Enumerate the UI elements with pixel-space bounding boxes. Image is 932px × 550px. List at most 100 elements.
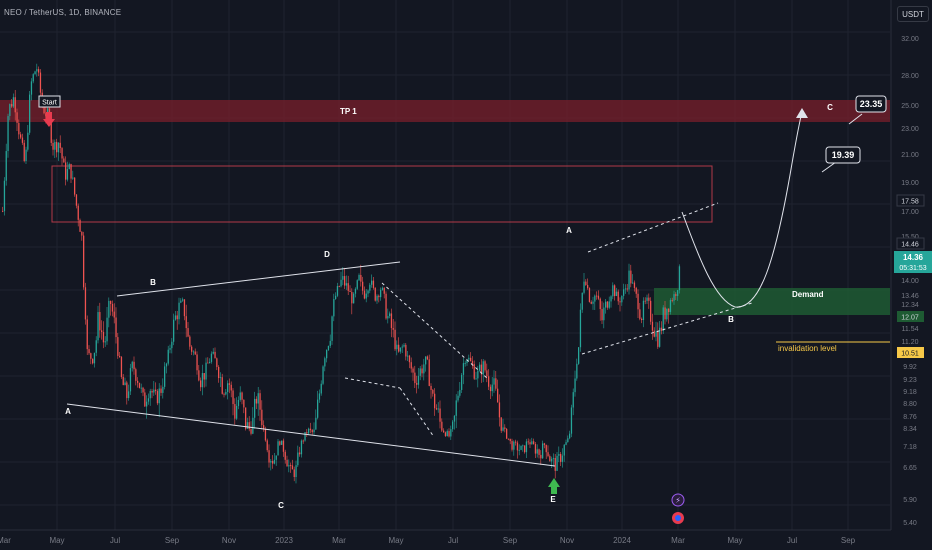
candle-body xyxy=(138,382,141,388)
candle-body xyxy=(603,307,605,321)
candle-body xyxy=(410,362,412,369)
candle-body xyxy=(95,340,97,353)
candle-body xyxy=(419,368,421,376)
badge-invalidation: 10.51 xyxy=(901,351,919,358)
wave-d1-label: D xyxy=(324,250,330,259)
demand-zone xyxy=(654,288,890,315)
candle-body xyxy=(633,282,636,288)
candle-body xyxy=(444,432,447,437)
candle-body xyxy=(430,385,432,390)
x-tick-label: Nov xyxy=(560,536,574,545)
candle-body xyxy=(23,142,25,161)
candle-body xyxy=(234,404,236,419)
candle-body xyxy=(479,364,481,371)
target-2-box xyxy=(825,146,861,164)
target-1-box xyxy=(855,95,887,113)
candle-body xyxy=(320,383,322,394)
candle-body xyxy=(551,458,553,462)
candle-body xyxy=(162,386,164,393)
candle-body xyxy=(446,431,448,437)
lightning-icon[interactable] xyxy=(671,493,685,507)
candle-body xyxy=(668,308,670,313)
badge-current: 14.36 xyxy=(903,253,924,262)
candle-body xyxy=(290,465,292,466)
candle-body xyxy=(441,421,443,431)
candle-body xyxy=(63,158,65,163)
time-axis[interactable]: Mar May Jul Sep Nov 2023 Mar May Jul Sep Nov 2024 Ma… xyxy=(0,536,856,545)
candle-body xyxy=(29,94,31,133)
candle-body xyxy=(194,351,196,355)
candle-body xyxy=(142,387,144,393)
candle-body xyxy=(151,390,153,393)
candle-body xyxy=(560,453,562,462)
price-axis[interactable]: 32.0028.0025.0023.0021.0019.0017.0015.50… xyxy=(901,36,919,527)
candle-body xyxy=(394,329,396,350)
candle-body xyxy=(666,308,668,320)
candle-body xyxy=(205,362,207,380)
candle-body xyxy=(475,378,477,380)
candle-body xyxy=(268,450,270,463)
candle-body xyxy=(99,312,101,331)
candle-body xyxy=(124,382,126,386)
candle-body xyxy=(597,295,600,299)
flag-icon-inner xyxy=(675,515,681,521)
candle-body xyxy=(385,293,387,319)
candle-body xyxy=(351,291,353,304)
candle-body xyxy=(155,389,157,392)
candle-body xyxy=(389,313,391,317)
candle-body xyxy=(432,389,434,394)
x-tick-label: Mar xyxy=(0,536,11,545)
x-tick-label: Jul xyxy=(787,536,797,545)
candle-body xyxy=(317,399,319,418)
candle-body xyxy=(111,303,114,312)
candle-body xyxy=(137,380,139,383)
candle-body xyxy=(299,452,301,455)
candle-body xyxy=(25,149,27,161)
candle-body xyxy=(210,353,213,362)
candle-body xyxy=(57,142,60,153)
candle-body xyxy=(191,346,193,352)
candle-body xyxy=(11,104,13,107)
candle-body xyxy=(509,438,511,442)
candle-body xyxy=(164,366,166,387)
candle-body xyxy=(344,276,346,286)
candle-body xyxy=(52,142,54,150)
candle-body xyxy=(581,292,583,310)
candle-body xyxy=(39,72,42,93)
candle-body xyxy=(309,428,312,431)
candle-body xyxy=(259,393,261,410)
wave-a1-label: A xyxy=(65,407,71,416)
unit-button[interactable]: USDT xyxy=(897,6,929,22)
candle-body xyxy=(347,283,349,291)
candle-body xyxy=(425,356,427,365)
candle-body xyxy=(34,71,36,75)
candle-body xyxy=(671,300,673,301)
symbol-title[interactable]: NEO / TetherUS, 1D, BINANCE xyxy=(4,8,122,17)
candle-body xyxy=(452,421,454,430)
candle-body xyxy=(277,441,279,456)
candle-body xyxy=(493,378,495,385)
candle-body xyxy=(675,294,677,296)
resistance-box xyxy=(51,165,713,223)
candle-body xyxy=(524,445,526,453)
candle-body xyxy=(113,311,115,318)
candle-body xyxy=(153,389,155,393)
candle-body xyxy=(624,288,627,290)
candle-body xyxy=(657,331,659,347)
candle-body xyxy=(572,392,574,408)
candle-body xyxy=(147,398,150,402)
candle-body xyxy=(356,280,358,289)
candle-body xyxy=(218,366,220,379)
candle-body xyxy=(515,441,517,443)
candle-body xyxy=(192,351,195,353)
candle-body xyxy=(412,368,414,373)
badge-level-3: 12.07 xyxy=(901,315,919,322)
candle-body xyxy=(61,148,63,159)
candle-body xyxy=(286,459,288,467)
candle-body xyxy=(14,97,16,113)
candle-body xyxy=(32,74,34,82)
candle-body xyxy=(88,349,90,354)
candle-body xyxy=(291,465,294,470)
candle-body xyxy=(644,300,646,302)
